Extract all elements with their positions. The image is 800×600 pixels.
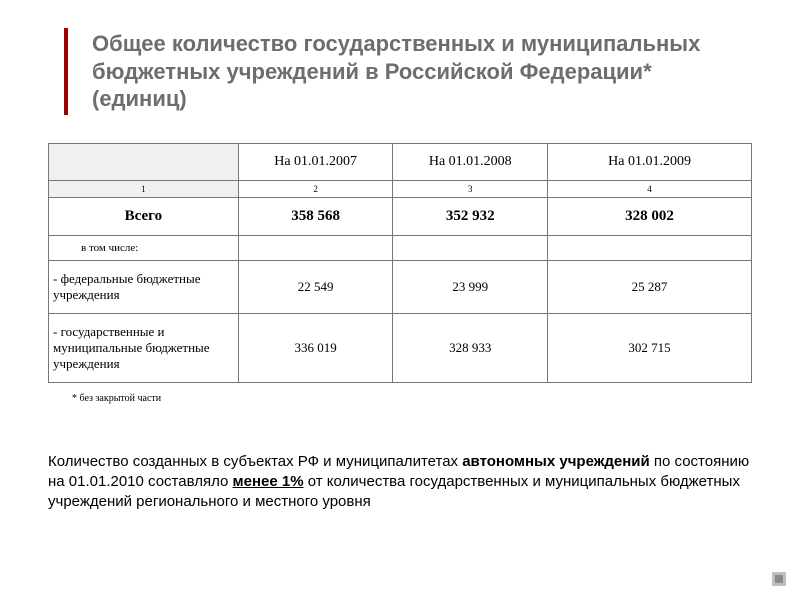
total-val-2: 352 932 (393, 197, 548, 235)
para-bold-1: автономных учреждений (462, 453, 650, 470)
row-label: - федеральные бюджетные учреждения (49, 260, 239, 313)
total-val-3: 328 002 (548, 197, 752, 235)
row-val-2: 328 933 (393, 313, 548, 382)
para-text-1: Количество созданных в субъектах РФ и му… (48, 453, 462, 470)
row-val-1: 22 549 (238, 260, 393, 313)
total-row: Всего 358 568 352 932 328 002 (49, 197, 752, 235)
colnum-1: 1 (49, 180, 239, 197)
subhead-empty-1 (238, 235, 393, 260)
body-paragraph: Количество созданных в субъектах РФ и му… (48, 452, 752, 513)
subhead-empty-2 (393, 235, 548, 260)
header-col-3: На 01.01.2009 (548, 143, 752, 180)
title-block: Общее количество государственных и муниц… (64, 28, 752, 115)
row-val-2: 23 999 (393, 260, 548, 313)
footnote: * без закрытой части (72, 393, 752, 404)
total-label: Всего (49, 197, 239, 235)
accent-bar (64, 28, 68, 115)
table-row: - государственные и муниципальные бюджет… (49, 313, 752, 382)
colnum-4: 4 (548, 180, 752, 197)
header-col-2: На 01.01.2008 (393, 143, 548, 180)
para-underline-1: менее 1% (233, 473, 304, 490)
slide-bullet-icon (772, 572, 786, 586)
header-row: На 01.01.2007 На 01.01.2008 На 01.01.200… (49, 143, 752, 180)
header-blank (49, 143, 239, 180)
total-val-1: 358 568 (238, 197, 393, 235)
subhead-row: в том числе: (49, 235, 752, 260)
subhead-empty-3 (548, 235, 752, 260)
colnum-3: 3 (393, 180, 548, 197)
row-val-1: 336 019 (238, 313, 393, 382)
table-row: - федеральные бюджетные учреждения 22 54… (49, 260, 752, 313)
colnum-2: 2 (238, 180, 393, 197)
subhead-label: в том числе: (49, 235, 239, 260)
column-number-row: 1 2 3 4 (49, 180, 752, 197)
data-table: На 01.01.2007 На 01.01.2008 На 01.01.200… (48, 143, 752, 383)
row-val-3: 25 287 (548, 260, 752, 313)
row-val-3: 302 715 (548, 313, 752, 382)
page-title: Общее количество государственных и муниц… (92, 28, 752, 115)
header-col-1: На 01.01.2007 (238, 143, 393, 180)
row-label: - государственные и муниципальные бюджет… (49, 313, 239, 382)
